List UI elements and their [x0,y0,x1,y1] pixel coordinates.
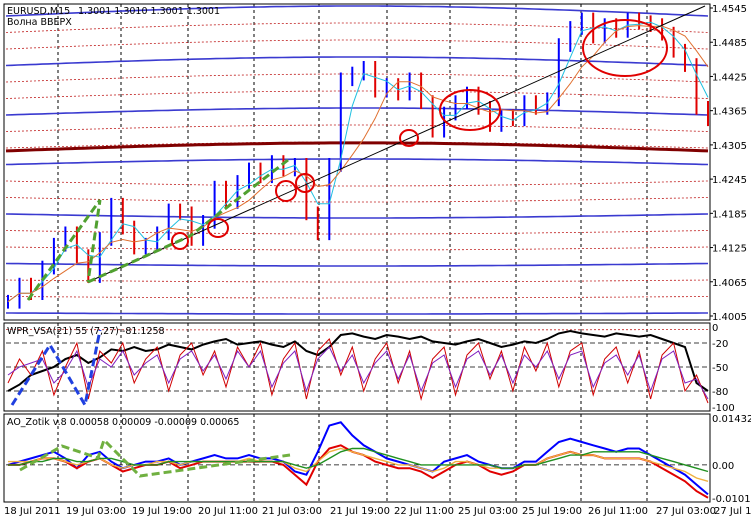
highlight-circle-2 [275,180,297,202]
ao-panel-title: AO_Zotik v.8 0.00058 0.00009 -0.00009 0.… [7,417,239,428]
price-tick-label-5: 1.4245 [712,175,747,186]
price-tick-label-9: 1.4005 [712,312,747,323]
ao-tick-label-1: 0.00 [712,461,734,472]
wpr-tick-label-1: -20 [712,339,728,350]
channel-line-red-17 [6,296,708,299]
time-axis-label-8: 25 Jul 19:00 [522,506,582,517]
time-axis-label-0: 18 Jul 2011 [4,506,61,517]
price-tick-label-6: 1.4185 [712,209,747,220]
highlight-circle-6 [582,19,668,77]
time-axis-label-7: 25 Jul 03:00 [458,506,518,517]
time-axis-label-10: 27 Jul 03:00 [656,506,716,517]
channel-line-red-10 [5,180,709,187]
time-axis-label-2: 19 Jul 19:00 [132,506,192,517]
channel-line-blue-3 [5,56,709,67]
ao-series-line-2 [8,447,709,482]
channel-line-blue-0 [5,5,709,17]
wpr-tick-label-0: 0 [712,323,718,334]
chart-subtitle: Волна ВВЕРХ [7,17,72,28]
ohlc-label: 1.3001 1.3010 1.3001 1.3001 [78,6,220,17]
ao-tick-label-2: -0.0101 [712,494,751,505]
ao-tick-label-0: 0.01432 [712,414,751,425]
wpr-tick-label-2: -50 [712,363,728,374]
wpr-panel-title: WPR_VSA(21) 55 (7,27) -81.1258 [7,326,165,337]
wpr-tick-label-3: -80 [712,387,728,398]
ma-cyan-line [7,21,709,303]
channel-line-red-2 [5,39,709,50]
price-tick-label-1: 1.4485 [712,38,747,49]
channel-line-red-14 [5,246,709,251]
channel-line-red-4 [5,73,709,83]
highlight-circle-5 [439,89,501,131]
time-axis-label-1: 19 Jul 03:00 [66,506,126,517]
highlight-circle-1 [207,218,229,238]
symbol-label: EURUSD,M15 [7,6,70,17]
time-axis-label-6: 22 Jul 11:00 [394,506,454,517]
mid-trend-curve [5,141,709,153]
time-axis-label-11: 27 Jul 19:00 [714,506,751,517]
channel-line-blue-18 [6,312,708,315]
price-tick-label-3: 1.4365 [712,107,747,118]
price-tick-label-2: 1.4425 [712,72,747,83]
time-axis-label-4: 21 Jul 03:00 [262,506,322,517]
price-tick-label-0: 1.4545 [712,4,747,15]
channel-line-blue-6 [5,107,709,116]
channel-line-red-7 [5,124,709,132]
channel-line-red-19 [6,329,708,331]
price-tick-label-4: 1.4305 [712,141,747,152]
time-axis-label-9: 26 Jul 11:00 [588,506,648,517]
price-tick-label-8: 1.4065 [712,278,747,289]
channel-line-blue-9 [5,158,709,166]
price-tick-label-7: 1.4125 [712,244,747,255]
green-wave-line [26,158,289,301]
time-axis-label-3: 20 Jul 11:00 [198,506,258,517]
highlight-circle-4 [399,129,419,147]
wpr-series-line-2 [7,346,709,400]
time-axis-label-5: 21 Jul 19:00 [330,506,390,517]
wpr-tick-label-4: -100 [712,403,735,414]
highlight-circle-0 [171,232,189,250]
ao-green-dashed-wave [19,437,291,478]
channel-line-red-8 [5,141,709,149]
channel-line-red-5 [5,90,709,99]
ma-orange-line [7,25,709,303]
channel-line-red-16 [5,279,709,283]
ao-indicator-panel[interactable] [3,413,711,503]
highlight-circle-3 [295,173,315,193]
channel-line-red-1 [5,22,709,33]
